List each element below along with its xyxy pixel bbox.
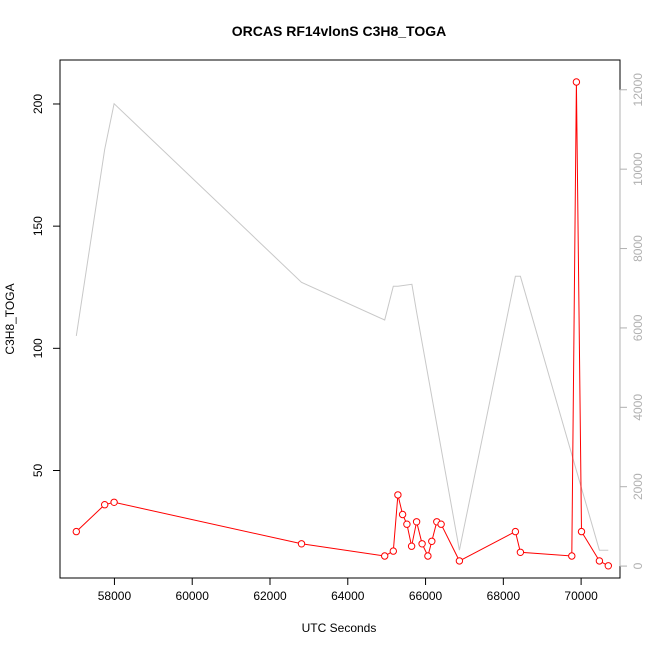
data-point — [72, 527, 81, 536]
data-point — [403, 520, 411, 528]
y-tick-label: 50 — [31, 463, 45, 477]
plot-frame — [59, 59, 621, 579]
data-point — [568, 552, 576, 560]
x-tick-label: 58000 — [98, 589, 132, 603]
data-point — [389, 547, 397, 555]
y-tick-label: 100 — [31, 338, 45, 358]
data-point — [412, 518, 421, 526]
y-axis-left: 50 100 150 200 — [31, 94, 61, 477]
data-point — [595, 557, 604, 565]
data-point — [604, 562, 612, 570]
x-axis-label: UTC Seconds — [302, 621, 377, 635]
x-tick-label: 60000 — [176, 589, 210, 603]
y2-tick-label: 2000 — [631, 473, 645, 500]
y2-tick-label: 4000 — [631, 394, 645, 421]
x-axis: 58000 60000 62000 64000 66000 68000 70000 — [98, 577, 598, 603]
x-tick-label: 66000 — [409, 589, 443, 603]
x-tick-label: 70000 — [564, 589, 598, 603]
y2-tick-label: 10000 — [631, 152, 645, 186]
data-point — [110, 498, 118, 506]
data-point — [437, 520, 445, 528]
y-axis-label: C3H8_TOGA — [3, 283, 17, 354]
data-point — [101, 501, 109, 509]
primary-series-line — [75, 81, 609, 567]
y-tick-label: 150 — [31, 216, 45, 236]
y2-tick-label: 6000 — [631, 314, 645, 341]
y-axis-right: 0 2000 4000 6000 8000 10000 12000 — [619, 73, 645, 569]
data-point — [297, 540, 306, 548]
data-point — [511, 527, 520, 536]
series-layer — [72, 78, 612, 570]
x-tick-label: 68000 — [487, 589, 521, 603]
data-point — [572, 78, 581, 86]
y-tick-label: 200 — [31, 94, 45, 114]
secondary-series-line — [75, 102, 609, 551]
data-point — [428, 537, 436, 545]
y2-tick-label: 12000 — [631, 73, 645, 107]
y2-tick-label: 0 — [631, 562, 645, 569]
data-point — [398, 510, 407, 519]
data-point — [394, 491, 402, 499]
data-point — [407, 542, 416, 550]
chart-title: ORCAS RF14vlonS C3H8_TOGA — [232, 23, 446, 39]
data-point — [577, 527, 586, 536]
data-point — [424, 552, 432, 560]
x-tick-label: 64000 — [331, 589, 365, 603]
y2-tick-label: 8000 — [631, 235, 645, 262]
data-point — [455, 557, 464, 565]
data-point — [381, 552, 389, 560]
x-tick-label: 62000 — [253, 589, 287, 603]
data-point — [516, 548, 525, 556]
data-point — [418, 540, 426, 548]
